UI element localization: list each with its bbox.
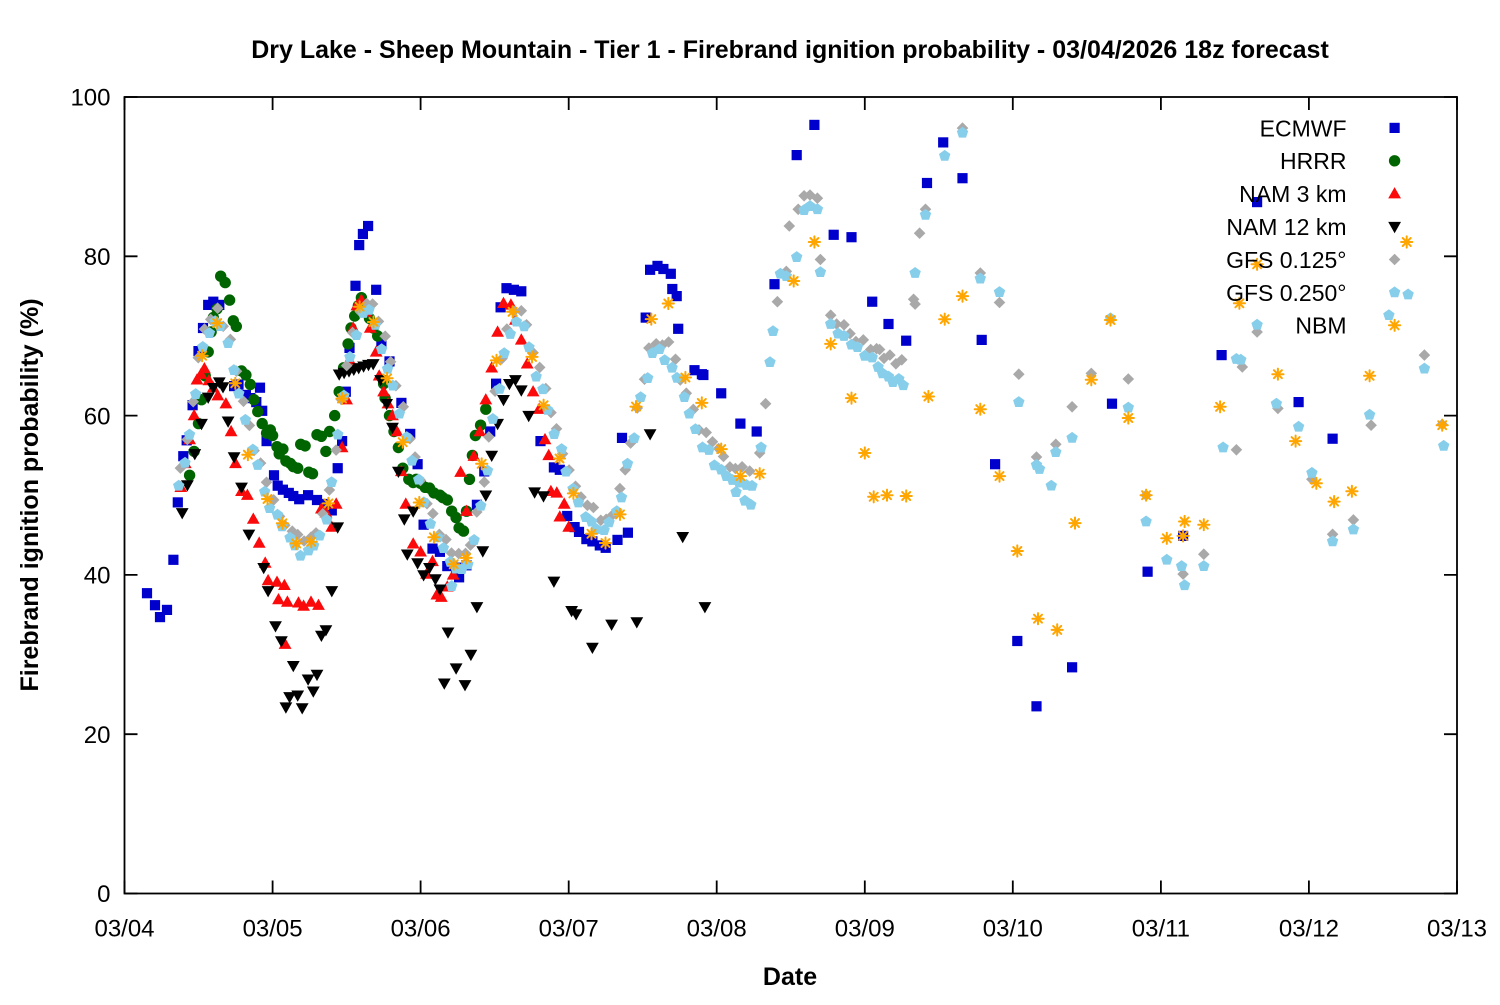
svg-text:03/06: 03/06 [391, 916, 451, 943]
svg-text:03/13: 03/13 [1427, 916, 1487, 943]
svg-text:NBM: NBM [1295, 313, 1346, 339]
svg-text:03/07: 03/07 [539, 916, 599, 943]
svg-text:20: 20 [84, 722, 111, 749]
svg-text:0: 0 [97, 881, 110, 908]
svg-text:GFS 0.250°: GFS 0.250° [1226, 280, 1346, 306]
svg-text:NAM 12 km: NAM 12 km [1226, 214, 1346, 240]
svg-text:Date: Date [763, 963, 817, 991]
svg-text:Dry Lake - Sheep Mountain - Ti: Dry Lake - Sheep Mountain - Tier 1 - Fir… [251, 36, 1329, 64]
svg-text:03/05: 03/05 [243, 916, 303, 943]
svg-text:GFS 0.125°: GFS 0.125° [1226, 247, 1346, 273]
svg-text:03/10: 03/10 [983, 916, 1043, 943]
svg-text:03/11: 03/11 [1132, 916, 1190, 943]
svg-text:03/04: 03/04 [94, 916, 154, 943]
svg-text:40: 40 [84, 563, 111, 590]
svg-text:NAM 3 km: NAM 3 km [1239, 181, 1346, 207]
svg-text:ECMWF: ECMWF [1260, 115, 1347, 141]
svg-text:100: 100 [70, 85, 110, 112]
svg-text:03/12: 03/12 [1279, 916, 1339, 943]
svg-text:80: 80 [84, 244, 111, 271]
svg-text:HRRR: HRRR [1280, 148, 1346, 174]
svg-text:Firebrand ignition probability: Firebrand ignition probability (%) [16, 298, 44, 691]
svg-text:03/09: 03/09 [835, 916, 895, 943]
svg-text:60: 60 [84, 403, 111, 430]
svg-text:03/08: 03/08 [687, 916, 747, 943]
